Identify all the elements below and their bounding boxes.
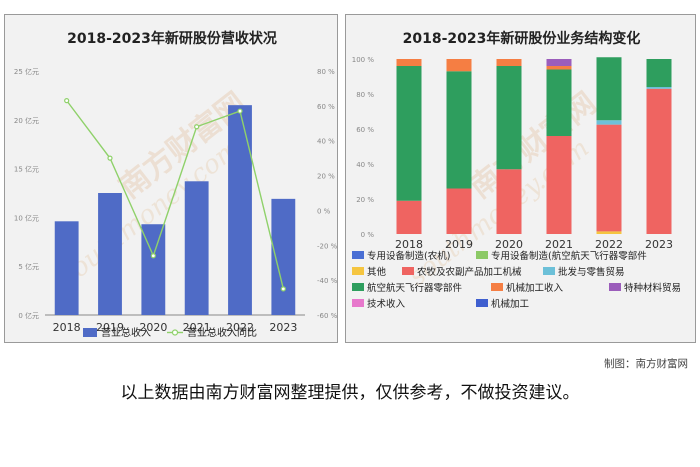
legend-label: 专用设备制造(航空航天飞行器零部件 [491,250,647,262]
yoy-line [66,100,285,290]
legend-swatch [352,267,364,275]
right-axis-tick-label: 20 % [317,173,335,181]
business-structure-chart-panel: 南方财富网southmoney.com2018-2023年新研股份业务结构变化0… [345,14,696,343]
yoy-point [194,124,200,130]
x-axis-tick-label: 2023 [645,238,673,251]
stacked-bar-segment [496,169,522,234]
left-axis-tick-label: 20 亿元 [14,116,39,125]
x-axis-tick-label: 2020 [139,321,167,334]
right-axis-tick-label: -40 % [317,277,338,285]
right-axis-tick-label: -60 % [317,312,338,320]
revenue-bar [228,105,252,315]
legend-marker-yoy [171,329,179,336]
legend-swatch [609,283,621,291]
chart-title: 2018-2023年新研股份业务结构变化 [403,30,641,47]
stacked-bar-segment [646,59,672,87]
right-axis-tick-label: 0 % [317,207,331,215]
legend-label: 技术收入 [367,298,406,310]
y-axis-tick-label: 80 % [356,91,374,99]
stacked-bar-segment [546,59,572,66]
chart-credit: 制图：南方财富网 [604,358,688,370]
stacked-bar-segment [546,136,572,234]
x-axis-tick-label: 2018 [395,238,423,251]
left-axis-tick-label: 25 亿元 [14,67,39,76]
x-axis-tick-label: 2019 [96,321,124,334]
stacked-bar-segment [496,59,522,66]
legend-swatch [476,299,488,307]
stacked-bar-segment [546,66,572,70]
y-axis-tick-label: 100 % [352,56,375,64]
stacked-bar-segment [596,120,622,125]
legend-label: 航空航天飞行器零部件 [367,282,463,294]
legend-label-yoy: 营业总收入同比 [187,326,257,339]
stacked-bar-segment [396,200,422,234]
stacked-bar-segment [446,59,472,72]
chart-title: 2018-2023年新研股份营收状况 [67,30,277,47]
disclaimer-note: 以上数据由南方财富网整理提供，仅供参考，不做投资建议。 [120,383,580,403]
y-axis-tick-label: 20 % [356,196,374,204]
legend-swatch [352,299,364,307]
revenue-chart-panel: 南方财富网 southmoney.com 2018-2023年新研股份营收状况 0 亿… [4,14,338,343]
right-axis-tick-label: 60 % [317,103,335,111]
business-structure-chart: 南方财富网southmoney.com2018-2023年新研股份业务结构变化0… [352,30,681,310]
right-axis-tick-label: 80 % [317,68,335,76]
legend-label: 机械加工 [491,298,530,310]
legend-swatch [476,251,488,259]
left-axis-tick-label: 15 亿元 [14,165,39,174]
revenue-bar [54,221,79,315]
legend-swatch [402,267,414,275]
yoy-point [150,253,156,259]
x-axis-tick-label: 2021 [183,321,211,334]
legend-label: 专用设备制造(农机) [367,250,450,262]
yoy-point [280,286,286,292]
yoy-point [237,108,243,114]
legend-label: 其他 [367,266,387,278]
x-axis-tick-label: 2022 [226,321,254,334]
legend-swatch-revenue [83,328,97,337]
y-axis-tick-label: 40 % [356,161,374,169]
legend-label: 机械加工收入 [506,282,564,294]
left-axis-tick-label: 0 亿元 [18,311,39,320]
legend-swatch [543,267,555,275]
x-axis-tick-label: 2023 [269,321,297,334]
left-axis-tick-label: 10 亿元 [14,213,39,222]
legend-swatch [352,283,364,291]
legend-label-revenue: 营业总收入 [101,326,151,339]
x-axis-tick-label: 2022 [595,238,623,251]
y-axis-tick-label: 60 % [356,126,374,134]
stacked-bar-segment [446,71,472,189]
legend-swatch [352,251,364,259]
right-axis-tick-label: -20 % [317,242,338,250]
legend-swatch [491,283,503,291]
stacked-bar-segment [596,57,622,121]
stacked-bar-segment [446,188,472,234]
stacked-bar-segment [596,124,622,232]
legend-label: 农牧及农副产品加工机械 [417,266,522,278]
stacked-bar-segment [396,66,422,201]
stacked-bar-segment [646,88,672,234]
left-axis-tick-label: 5 亿元 [18,262,39,271]
revenue-bar [271,198,296,315]
stacked-bar-segment [646,87,672,89]
stacked-bar-segment [546,69,572,136]
x-axis-tick-label: 2019 [445,238,473,251]
legend-label: 特种材料贸易 [624,282,681,294]
yoy-point [107,155,113,161]
right-axis-tick-label: 40 % [317,138,335,146]
y-axis-tick-label: 0 % [361,231,375,239]
revenue-bar [98,193,122,315]
yoy-point [64,98,70,104]
x-axis-tick-label: 2021 [545,238,573,251]
legend-label: 批发与零售贸易 [558,266,625,278]
x-axis-tick-label: 2020 [495,238,523,251]
stacked-bar-segment [496,66,522,170]
stacked-bar-segment [396,59,422,66]
revenue-bar [141,224,166,315]
revenue-bar [184,181,209,315]
x-axis-tick-label: 2018 [53,321,81,334]
stacked-bar-segment [596,231,622,234]
